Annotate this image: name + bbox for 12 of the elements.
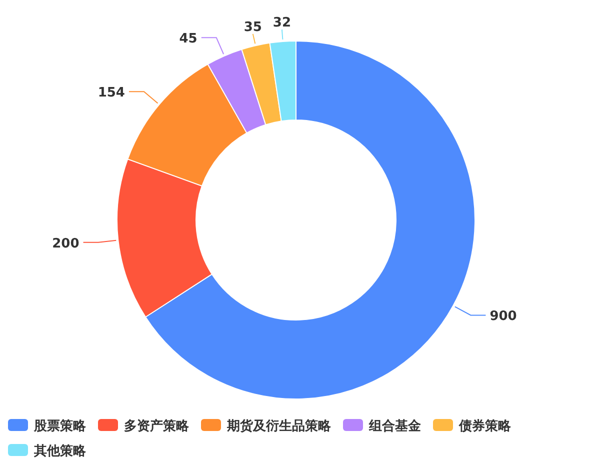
data-label: 200 <box>52 236 80 252</box>
legend-label: 股票策略 <box>33 419 87 434</box>
data-label: 35 <box>244 20 262 35</box>
legend-label: 债券策略 <box>458 419 512 434</box>
data-label: 900 <box>490 309 517 324</box>
legend-label: 其他策略 <box>33 444 87 459</box>
legend-label: 期货及衍生品策略 <box>226 418 332 434</box>
data-label: 154 <box>98 86 125 101</box>
data-label: 45 <box>179 32 198 47</box>
data-label: 32 <box>272 16 292 31</box>
legend-label: 组合基金 <box>368 418 422 434</box>
legend-label: 多资产策略 <box>124 418 190 434</box>
